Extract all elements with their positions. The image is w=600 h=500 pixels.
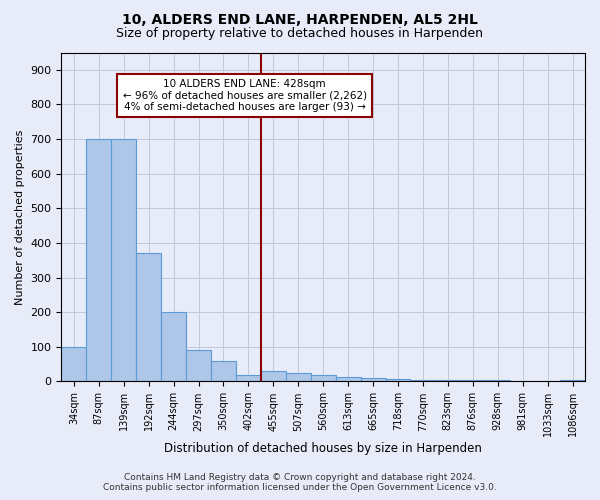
- Text: 10, ALDERS END LANE, HARPENDEN, AL5 2HL: 10, ALDERS END LANE, HARPENDEN, AL5 2HL: [122, 12, 478, 26]
- Bar: [485, 380, 510, 382]
- Bar: [335, 378, 361, 382]
- Bar: [61, 347, 86, 382]
- Bar: [236, 374, 261, 382]
- X-axis label: Distribution of detached houses by size in Harpenden: Distribution of detached houses by size …: [164, 442, 482, 455]
- Bar: [286, 373, 311, 382]
- Bar: [86, 139, 111, 382]
- Bar: [510, 381, 535, 382]
- Text: Size of property relative to detached houses in Harpenden: Size of property relative to detached ho…: [116, 28, 484, 40]
- Bar: [361, 378, 386, 382]
- Bar: [161, 312, 186, 382]
- Bar: [311, 375, 335, 382]
- Bar: [460, 380, 485, 382]
- Bar: [186, 350, 211, 382]
- Text: Contains HM Land Registry data © Crown copyright and database right 2024.
Contai: Contains HM Land Registry data © Crown c…: [103, 473, 497, 492]
- Y-axis label: Number of detached properties: Number of detached properties: [15, 130, 25, 304]
- Bar: [111, 139, 136, 382]
- Bar: [410, 380, 436, 382]
- Bar: [386, 380, 410, 382]
- Bar: [560, 380, 585, 382]
- Bar: [211, 360, 236, 382]
- Text: 10 ALDERS END LANE: 428sqm
← 96% of detached houses are smaller (2,262)
4% of se: 10 ALDERS END LANE: 428sqm ← 96% of deta…: [122, 79, 367, 112]
- Bar: [261, 371, 286, 382]
- Bar: [136, 254, 161, 382]
- Bar: [436, 380, 460, 382]
